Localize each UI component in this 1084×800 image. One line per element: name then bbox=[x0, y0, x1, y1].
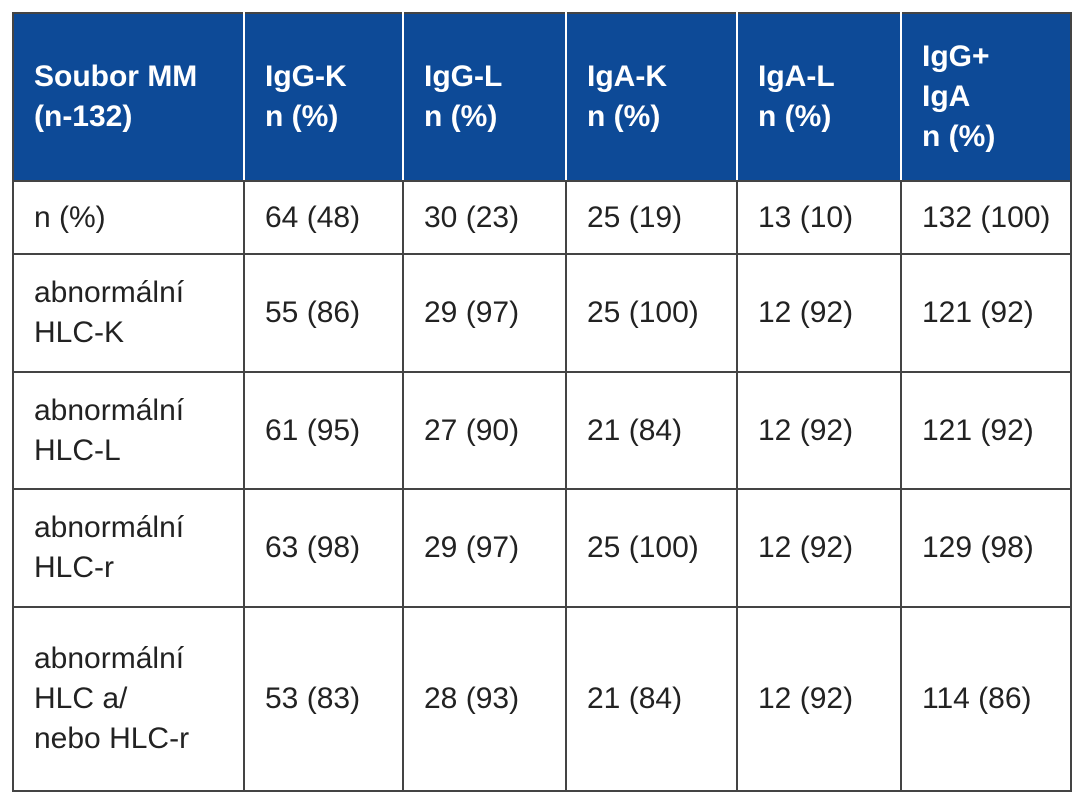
data-cell: 55 (86) bbox=[243, 253, 404, 373]
table-container: Soubor MM (n-132) IgG-K n (%) IgG-L n (%) IgA-… bbox=[12, 12, 1072, 792]
header-cell: IgG-K n (%) bbox=[243, 12, 404, 182]
cell-text-line: HLC a/ bbox=[34, 682, 128, 715]
data-cell: 25 (19) bbox=[565, 180, 738, 255]
cell-text-line: IgA bbox=[922, 80, 971, 113]
cell-text-line: IgA-L bbox=[758, 60, 835, 93]
cell-text-line: HLC-r bbox=[34, 551, 114, 584]
row-label-cell: abnormální HLC-L bbox=[12, 371, 245, 490]
data-cell: 114 (86) bbox=[900, 606, 1072, 792]
cell-text-line: n (%) bbox=[34, 200, 106, 234]
cell-text-line: 63 (98) bbox=[265, 531, 361, 564]
cell-text-line: abnormální bbox=[34, 276, 185, 309]
cell-text-line: n (%) bbox=[758, 100, 832, 133]
cell-text-line: 21 (84) bbox=[587, 413, 683, 447]
cell-text-line: 25 (19) bbox=[587, 200, 683, 234]
data-cell: 61 (95) bbox=[243, 371, 404, 490]
cell-text-line: 114 (86) bbox=[922, 682, 1032, 715]
header-cell: IgG+ IgA n (%) bbox=[900, 12, 1072, 182]
data-cell: 29 (97) bbox=[402, 488, 567, 608]
cell-text-line: 64 (48) bbox=[265, 200, 361, 234]
cell-text-line: HLC-L bbox=[34, 433, 121, 467]
cell-text-line: 12 (92) bbox=[758, 531, 854, 564]
data-cell: 53 (83) bbox=[243, 606, 404, 792]
row-label-cell: n (%) bbox=[12, 180, 245, 255]
data-cell: 13 (10) bbox=[736, 180, 902, 255]
cell-text-line: n (%) bbox=[265, 100, 339, 133]
table: Soubor MM (n-132) IgG-K n (%) IgG-L n (%) IgA-… bbox=[12, 12, 1072, 792]
header-cell: IgG-L n (%) bbox=[402, 12, 567, 182]
data-cell: 64 (48) bbox=[243, 180, 404, 255]
data-cell: 12 (92) bbox=[736, 371, 902, 490]
cell-text-line: nebo HLC-r bbox=[34, 722, 190, 755]
data-cell: 121 (92) bbox=[900, 253, 1072, 373]
header-row: Soubor MM (n-132) IgG-K n (%) IgG-L n (%) IgA-… bbox=[12, 12, 1072, 182]
cell-text-line: 12 (92) bbox=[758, 682, 854, 715]
cell-text-line: 53 (83) bbox=[265, 682, 361, 715]
cell-text-line: 129 (98) bbox=[922, 531, 1034, 564]
data-cell: 129 (98) bbox=[900, 488, 1072, 608]
cell-text-line: abnormální bbox=[34, 642, 185, 675]
cell-text-line: (n-132) bbox=[34, 100, 133, 133]
cell-text-line: 29 (97) bbox=[424, 531, 520, 564]
table-row: abnormální HLC-K 55 (86) 29 (97) 25 (100) 12 … bbox=[12, 253, 1072, 373]
cell-text-line: IgG-L bbox=[424, 60, 503, 93]
data-cell: 21 (84) bbox=[565, 371, 738, 490]
data-cell: 63 (98) bbox=[243, 488, 404, 608]
row-label-cell: abnormální HLC a/nebo HLC-r bbox=[12, 606, 245, 792]
table-body: n (%) 64 (48) 30 (23) 25 (19) 13 (10) 132 (10… bbox=[12, 180, 1072, 792]
cell-text-line: Soubor MM bbox=[34, 60, 198, 93]
cell-text-line: 12 (92) bbox=[758, 413, 854, 447]
table-row: abnormální HLC a/nebo HLC-r 53 (83) 28 (93)… bbox=[12, 606, 1072, 792]
header-cell: IgA-K n (%) bbox=[565, 12, 738, 182]
data-cell: 25 (100) bbox=[565, 488, 738, 608]
data-cell: 25 (100) bbox=[565, 253, 738, 373]
row-label-cell: abnormální HLC-K bbox=[12, 253, 245, 373]
data-cell: 21 (84) bbox=[565, 606, 738, 792]
cell-text-line: 25 (100) bbox=[587, 531, 699, 564]
cell-text-line: IgA-K bbox=[587, 60, 667, 93]
row-label-cell: abnormální HLC-r bbox=[12, 488, 245, 608]
cell-text-line: 13 (10) bbox=[758, 200, 854, 234]
cell-text-line: 61 (95) bbox=[265, 413, 361, 447]
data-cell: 29 (97) bbox=[402, 253, 567, 373]
cell-text-line: 29 (97) bbox=[424, 296, 520, 329]
data-cell: 30 (23) bbox=[402, 180, 567, 255]
cell-text-line: IgG+ bbox=[922, 40, 990, 73]
table-row: n (%) 64 (48) 30 (23) 25 (19) 13 (10) 132 (10… bbox=[12, 180, 1072, 255]
cell-text-line: abnormální bbox=[34, 393, 185, 427]
cell-text-line: n (%) bbox=[587, 100, 661, 133]
cell-text-line: 132 (100) bbox=[922, 200, 1051, 234]
cell-text-line: 25 (100) bbox=[587, 296, 699, 329]
cell-text-line: n (%) bbox=[922, 120, 996, 153]
cell-text-line: 30 (23) bbox=[424, 200, 520, 234]
header-cell: IgA-L n (%) bbox=[736, 12, 902, 182]
cell-text-line: 12 (92) bbox=[758, 296, 854, 329]
cell-text-line: 21 (84) bbox=[587, 682, 683, 715]
cell-text-line: abnormální bbox=[34, 511, 185, 544]
data-cell: 132 (100) bbox=[900, 180, 1072, 255]
cell-text-line: n (%) bbox=[424, 100, 498, 133]
table-row: abnormální HLC-r 63 (98) 29 (97) 25 (100) 12 … bbox=[12, 488, 1072, 608]
header-cell: Soubor MM (n-132) bbox=[12, 12, 245, 182]
cell-text-line: 121 (92) bbox=[922, 413, 1034, 447]
data-cell: 121 (92) bbox=[900, 371, 1072, 490]
cell-text-line: 121 (92) bbox=[922, 296, 1034, 329]
cell-text-line: IgG-K bbox=[265, 60, 347, 93]
data-cell: 12 (92) bbox=[736, 253, 902, 373]
cell-text-line: HLC-K bbox=[34, 316, 125, 349]
data-cell: 12 (92) bbox=[736, 606, 902, 792]
cell-text-line: 28 (93) bbox=[424, 682, 520, 715]
cell-text-line: 27 (90) bbox=[424, 413, 520, 447]
table-row: abnormální HLC-L 61 (95) 27 (90) 21 (84) 12 (… bbox=[12, 371, 1072, 490]
data-cell: 28 (93) bbox=[402, 606, 567, 792]
cell-text-line: 55 (86) bbox=[265, 296, 361, 329]
data-cell: 12 (92) bbox=[736, 488, 902, 608]
data-cell: 27 (90) bbox=[402, 371, 567, 490]
